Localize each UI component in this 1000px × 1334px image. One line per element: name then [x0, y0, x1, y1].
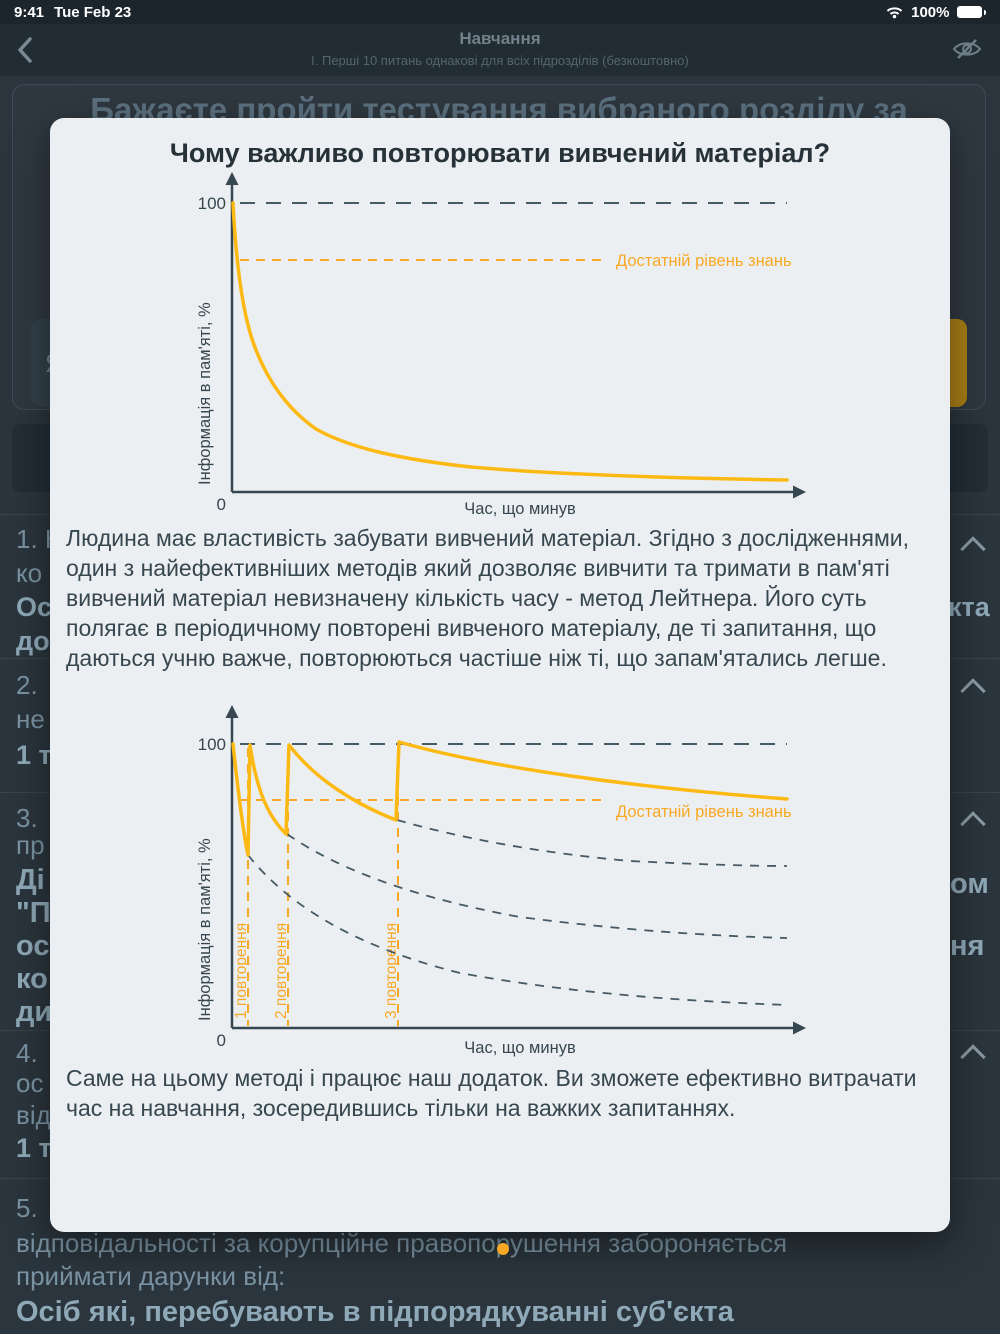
y-axis-arrow	[225, 705, 239, 718]
page-title: Навчання	[459, 29, 541, 48]
repetition-label-1: 1 повторення	[233, 923, 250, 1019]
repetition-label-2: 2 повторення	[273, 923, 290, 1019]
question-text-fragment: пр	[16, 830, 45, 860]
page-subtitle: І. Перші 10 питань однакові для всіх під…	[311, 53, 689, 68]
question-text-fragment: приймати дарунки від:	[16, 1261, 286, 1291]
battery-percent: 100%	[911, 3, 950, 21]
x-axis-label: Час, що минув	[464, 1039, 576, 1057]
question-text-fragment: не	[16, 704, 45, 734]
y-tick-0: 0	[217, 1031, 226, 1050]
nav-center: Навчання І. Перші 10 питань однакові для…	[110, 29, 890, 68]
status-time: 9:41	[14, 3, 45, 21]
forgetting-curve	[231, 201, 789, 482]
threshold-label: Достатній рівень знань	[616, 803, 792, 821]
repetition-label-3: 3 повторення	[383, 923, 400, 1019]
answer-text-fragment: до	[16, 626, 50, 656]
question-text-fragment: ко	[16, 558, 43, 588]
eye-off-icon[interactable]	[952, 38, 982, 60]
nav-bar: Навчання І. Перші 10 питань однакові для…	[0, 24, 1000, 76]
answer-text-fragment: ом	[950, 868, 989, 900]
y-axis-arrow	[225, 172, 239, 185]
answer-text-fragment: ня	[950, 930, 985, 962]
answer-text-fragment: 1 т	[16, 1133, 52, 1163]
no-repeat-decay-2	[286, 833, 788, 939]
question-text-fragment: 4.	[16, 1038, 38, 1068]
answer-text-fragment: ко	[16, 963, 48, 995]
no-repeat-decay-3	[396, 819, 788, 867]
repetition-curve-chart: Достатній рівень знань 1 повторення 2 по…	[196, 705, 806, 1057]
y-tick-100: 100	[198, 194, 226, 213]
status-bar: 9:41 Tue Feb 23 100%	[0, 0, 1000, 24]
y-axis-label: Інформація в пам'яті, %	[196, 302, 214, 485]
wifi-icon	[886, 7, 903, 19]
repetition-curve	[231, 740, 789, 857]
modal-paragraph-1: Людина має властивість забувати вивчений…	[66, 525, 910, 671]
y-tick-0: 0	[217, 495, 226, 514]
answer-text-fragment: ди	[16, 996, 53, 1028]
modal-title: Чому важливо повторювати вивчений матері…	[169, 138, 831, 168]
question-text-fragment: відповідальності за корупційне правопору…	[16, 1228, 788, 1258]
info-modal: Чому важливо повторювати вивчений матері…	[50, 118, 950, 1232]
question-text-fragment: 3.	[16, 803, 38, 833]
battery-icon	[956, 6, 982, 18]
question-text-fragment: 2.	[16, 670, 38, 700]
answer-text-fragment: кта	[948, 592, 990, 622]
status-right: 100%	[885, 4, 986, 21]
back-button-icon[interactable]	[16, 36, 34, 64]
answer-text-fragment: 1 т	[16, 740, 52, 770]
forgetting-curve-chart: Достатній рівень знань 100 0 Час, що мин…	[196, 172, 806, 518]
status-left: 9:41 Tue Feb 23	[14, 4, 141, 21]
no-repeat-decay-1	[247, 854, 788, 1006]
answer-text-fragment: Осіб які, перебувають в підпорядкуванні …	[16, 1296, 734, 1328]
answer-text-fragment: Ді	[16, 864, 45, 896]
battery-nub	[983, 9, 986, 15]
threshold-label: Достатній рівень знань	[616, 252, 792, 270]
x-axis-arrow	[793, 1021, 806, 1035]
x-axis-label: Час, що минув	[464, 500, 576, 518]
status-date: Tue Feb 23	[54, 3, 132, 21]
modal-paragraph-2: Саме на цьому методі і працює наш додато…	[66, 1065, 917, 1121]
y-tick-100: 100	[198, 735, 226, 754]
x-axis-arrow	[793, 485, 806, 499]
answer-text-fragment: Ос	[16, 592, 53, 622]
page-indicator-dot[interactable]	[497, 1243, 509, 1255]
question-text-fragment: ос	[16, 1068, 44, 1098]
answer-text-fragment: "П	[16, 897, 51, 929]
question-text-fragment: 5.	[16, 1193, 38, 1223]
answer-text-fragment: ос	[16, 930, 50, 962]
y-axis-label: Інформація в пам'яті, %	[196, 838, 214, 1021]
question-text-fragment: від	[16, 1100, 51, 1130]
